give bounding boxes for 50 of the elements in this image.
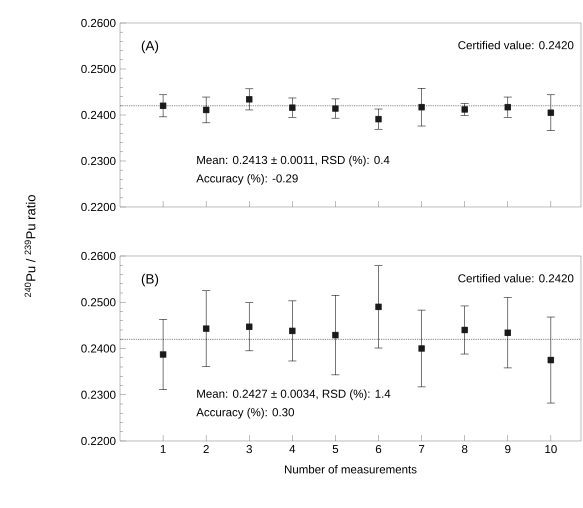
point [332, 105, 339, 112]
point [504, 330, 511, 336]
x-axis-title: Number of measurements [284, 465, 417, 474]
annotation: (A) [142, 40, 158, 54]
point [461, 106, 468, 113]
point [418, 104, 425, 110]
x-tick-label: 7 [418, 445, 424, 453]
y-tick-label: 0.2500 [81, 298, 116, 306]
x-tick-label: 4 [289, 445, 296, 453]
point [160, 102, 166, 109]
annotation: Mean: 0.2413 ± 0.0011, RSD (%): 0.4 [197, 156, 390, 166]
y-tick-label: 0.2200 [81, 436, 116, 446]
x-tick-label: 2 [204, 445, 209, 454]
point [289, 104, 296, 111]
y-tick-label: 0.2400 [81, 344, 116, 353]
y-tick-label: 0.2600 [81, 18, 116, 28]
point [202, 106, 210, 114]
point [289, 328, 296, 334]
y-tick-label: 0.2200 [81, 202, 116, 212]
x-tick-label: 3 [246, 445, 252, 454]
point [461, 326, 468, 334]
y-tick-label: 0.2300 [81, 390, 116, 399]
annotation: Certified value: 0.2420 [458, 274, 574, 282]
x-tick-label: 6 [376, 445, 382, 454]
point [332, 332, 339, 338]
point [548, 109, 554, 116]
point [160, 351, 166, 358]
x-tick-label: 8 [462, 445, 468, 454]
y-tick-label: 0.2400 [81, 110, 116, 120]
x-tick-label: 1 [160, 445, 166, 453]
x-tick-label: 9 [505, 445, 510, 454]
point [375, 304, 382, 310]
y-axis-title: $^{240}$Pu / $^{239}$Pu ratio [24, 195, 36, 297]
annotation: Accuracy (%): 0.30 [196, 408, 294, 419]
point [504, 104, 511, 110]
x-tick-label: 5 [332, 445, 338, 454]
annotation: Certified value: 0.2420 [458, 40, 574, 50]
y-tick-label: 0.2500 [81, 64, 116, 74]
annotation: Mean: 0.2427 ± 0.0034, RSD (%): 1.4 [197, 389, 390, 400]
point [375, 116, 382, 122]
point [548, 356, 554, 364]
point [246, 96, 252, 103]
point [202, 325, 210, 332]
annotation: Accuracy (%): -0.29 [196, 174, 298, 185]
annotation: (B) [142, 274, 158, 286]
y-tick-label: 0.2300 [81, 156, 116, 166]
y-tick-label: 0.2600 [81, 252, 116, 260]
point [246, 324, 252, 330]
point [418, 345, 425, 352]
x-tick-label: 10 [545, 445, 557, 454]
